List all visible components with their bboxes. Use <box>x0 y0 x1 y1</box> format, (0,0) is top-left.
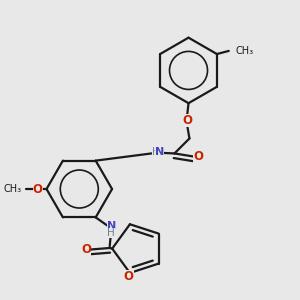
Text: O: O <box>81 243 91 256</box>
Text: CH₃: CH₃ <box>236 46 254 56</box>
Text: O: O <box>124 270 134 283</box>
Text: O: O <box>33 182 43 196</box>
Text: H: H <box>107 228 115 238</box>
Text: O: O <box>182 114 192 127</box>
Text: CH₃: CH₃ <box>3 184 21 194</box>
Text: H: H <box>152 147 159 157</box>
Text: N: N <box>155 147 164 157</box>
Text: N: N <box>107 221 116 231</box>
Text: O: O <box>193 150 203 163</box>
